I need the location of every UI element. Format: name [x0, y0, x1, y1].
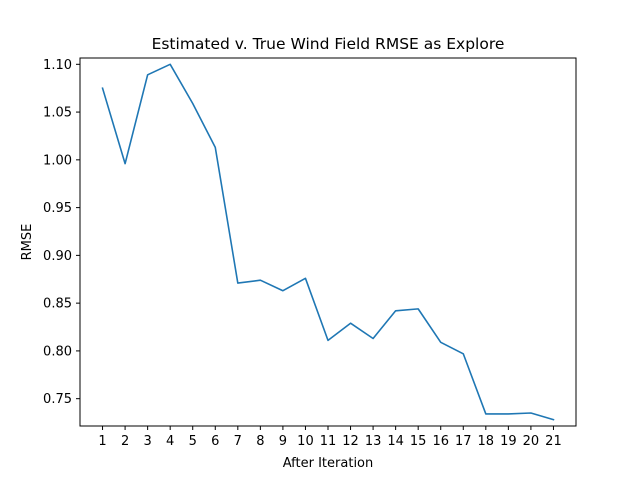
x-tick-label: 8: [256, 434, 264, 449]
y-tick-label: 0.95: [43, 201, 72, 216]
x-axis-ticks: 1 2 3 4 5 6 7 8 9 10 11 12 13 14 15 16 17 18 19 20 21: [98, 426, 562, 449]
x-tick-label: 13: [365, 434, 382, 449]
chart-title: Estimated v. True Wind Field RMSE as Exp…: [152, 35, 505, 53]
y-axis-ticks: 0.75 0.80 0.85 0.90 0.95 1.00 1.05 1.10: [43, 58, 80, 407]
x-axis-label: After Iteration: [283, 456, 374, 471]
x-tick-label: 15: [410, 434, 427, 449]
x-tick-label: 5: [189, 434, 197, 449]
y-tick-label: 0.85: [43, 297, 72, 312]
x-tick-label: 11: [320, 434, 337, 449]
x-tick-label: 17: [455, 434, 472, 449]
x-tick-label: 16: [432, 434, 449, 449]
x-tick-label: 7: [234, 434, 242, 449]
x-tick-label: 1: [98, 434, 106, 449]
plot-area: 1 2 3 4 5 6 7 8 9 10 11 12 13 14 15 16 17 18 19 20 21 0.750.…: [43, 57, 577, 449]
x-tick-label: 14: [387, 434, 404, 449]
x-tick-label: 10: [297, 434, 314, 449]
x-tick-label: 20: [523, 434, 540, 449]
x-tick-label: 18: [478, 434, 495, 449]
x-tick-label: 9: [279, 434, 287, 449]
x-tick-label: 2: [121, 434, 129, 449]
x-tick-label: 12: [342, 434, 359, 449]
y-tick-label: 1.10: [43, 58, 72, 73]
plot-frame: [79, 57, 577, 427]
x-tick-label: 21: [545, 434, 562, 449]
y-tick-label: 1.00: [43, 153, 72, 168]
x-tick-label: 19: [500, 434, 517, 449]
y-axis-label: RMSE: [20, 224, 35, 261]
x-tick-label: 3: [143, 434, 151, 449]
y-tick-label: 0.75: [43, 392, 72, 407]
series-layer: [101, 63, 555, 421]
y-tick-label: 0.90: [43, 249, 72, 264]
y-tick-label: 1.05: [43, 106, 72, 121]
y-tick-label: 0.80: [43, 344, 72, 359]
x-tick-label: 4: [166, 434, 174, 449]
x-tick-label: 6: [211, 434, 219, 449]
